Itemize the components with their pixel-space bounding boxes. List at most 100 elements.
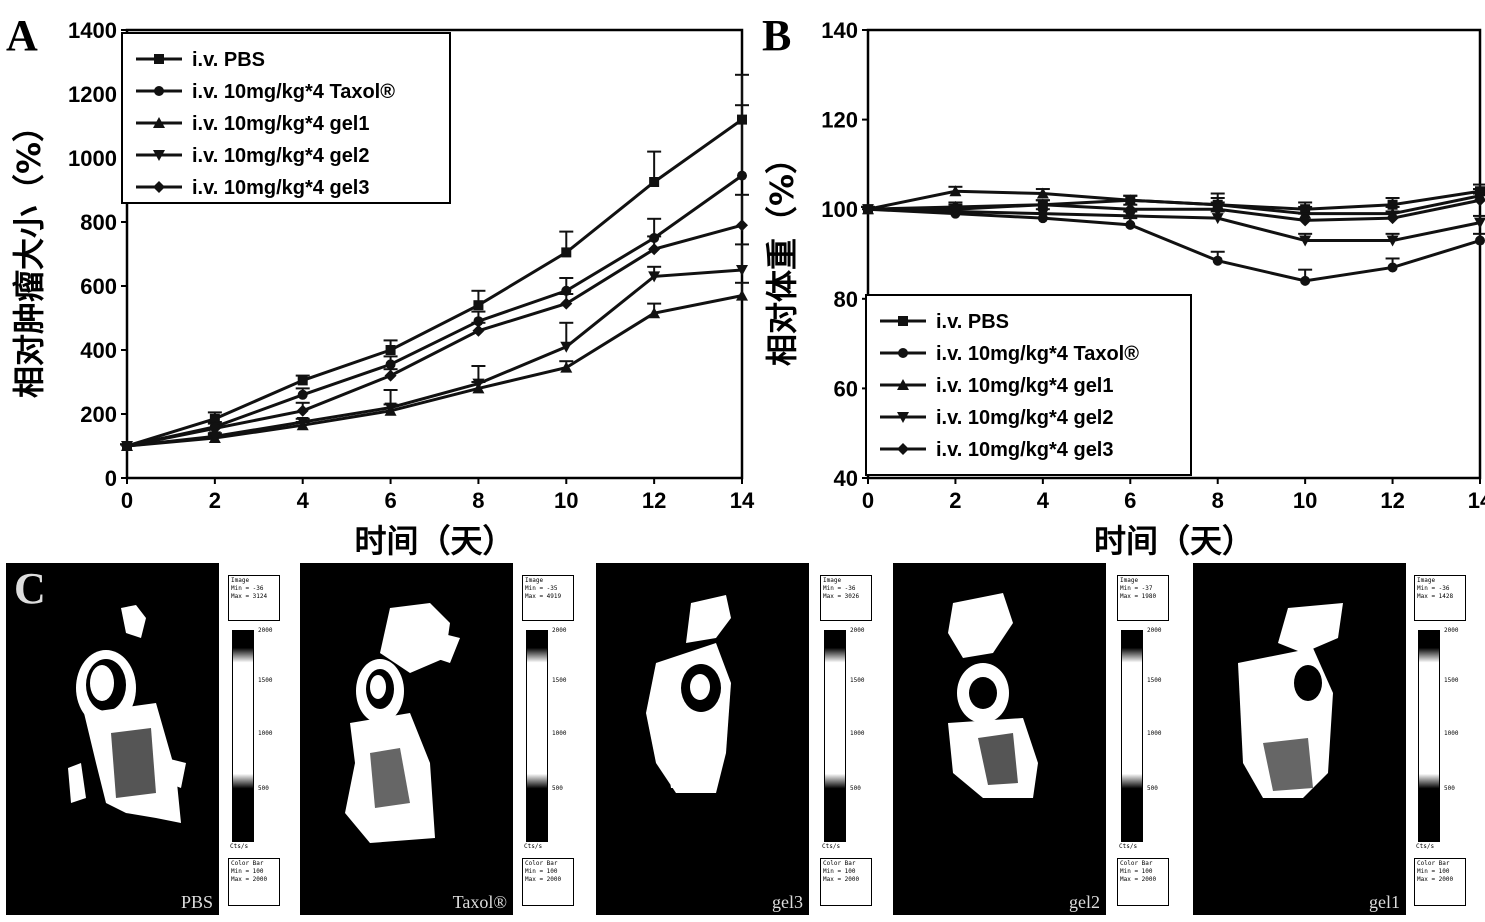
y-tick-label: 60 bbox=[834, 376, 858, 401]
x-tick-label: 2 bbox=[949, 488, 961, 513]
data-point bbox=[1124, 194, 1137, 206]
y-tick-label: 120 bbox=[821, 108, 858, 133]
data-point bbox=[736, 289, 748, 301]
data-point bbox=[561, 247, 572, 258]
data-point bbox=[1036, 198, 1049, 211]
data-point bbox=[1125, 219, 1136, 230]
image-label: gel2 bbox=[1069, 892, 1100, 912]
x-tick-label: 12 bbox=[642, 488, 666, 513]
legend-marker bbox=[153, 181, 165, 193]
mouse-image bbox=[1238, 603, 1343, 798]
mouse-image bbox=[345, 603, 460, 843]
series-line bbox=[867, 207, 1481, 283]
data-point bbox=[1299, 214, 1312, 227]
data-point bbox=[121, 440, 133, 452]
legend: i.v. PBS i.v. 10mg/kg*4 Taxol® i.v. 10mg/k… bbox=[121, 32, 451, 204]
x-tick-label: 0 bbox=[121, 488, 133, 513]
color-bar-info-box: Color Bar Min = 100 Max = 2000 bbox=[1117, 858, 1169, 906]
data-point bbox=[737, 170, 747, 181]
data-point bbox=[385, 345, 396, 355]
data-point bbox=[384, 369, 397, 382]
legend-marker bbox=[153, 117, 165, 128]
series-line bbox=[867, 207, 1481, 243]
line-charts: A B 0 2 4 6 8 10 12 140200400600800100012001400… bbox=[6, 11, 1485, 560]
legend-label: i.v. 10mg/kg*4 gel2 bbox=[936, 407, 1114, 429]
data-point bbox=[1299, 235, 1312, 247]
data-point bbox=[736, 219, 748, 232]
series-line bbox=[867, 198, 1481, 222]
data-point bbox=[473, 300, 484, 311]
x-tick-label: 10 bbox=[554, 488, 578, 513]
data-point bbox=[384, 402, 397, 414]
legend-marker bbox=[154, 54, 164, 64]
y-tick-label: 400 bbox=[80, 338, 117, 363]
series-diamond bbox=[120, 193, 749, 452]
image-info-box: Image Min = -36 Max = 3026 bbox=[820, 575, 872, 621]
data-point bbox=[1124, 203, 1137, 216]
color-gradient bbox=[1418, 630, 1440, 842]
y-tick-label: 1200 bbox=[68, 82, 117, 107]
image-panel-gel3: gel3 bbox=[596, 563, 809, 915]
image-info-box: Image Min = -35 Max = 4919 bbox=[522, 575, 574, 621]
data-point bbox=[1036, 187, 1049, 199]
image-panel-pbs: C PBS bbox=[6, 563, 219, 915]
legend-label: i.v. PBS bbox=[192, 49, 265, 71]
x-tick-label: 6 bbox=[1124, 488, 1136, 513]
series-square bbox=[120, 73, 749, 451]
image-info-box: Image Min = -37 Max = 1980 bbox=[1117, 575, 1169, 621]
y-tick-label: 200 bbox=[80, 402, 117, 427]
y-tick-label: 1000 bbox=[68, 146, 117, 171]
series-line bbox=[126, 174, 743, 448]
x-axis-label: 时间（天） bbox=[1094, 522, 1254, 560]
color-bar-info-box: Color Bar Min = 100 Max = 2000 bbox=[228, 858, 280, 906]
color-bar-pbs: Image Min = -36 Max = 3124 2000 1500 1000 … bbox=[228, 575, 294, 907]
x-tick-label: 8 bbox=[472, 488, 484, 513]
data-point bbox=[472, 324, 485, 337]
legend-marker bbox=[897, 443, 909, 455]
y-tick-label: 80 bbox=[834, 287, 858, 312]
x-tick-label: 14 bbox=[730, 488, 755, 513]
color-bar-gel1: Image Min = -36 Max = 1428 2000 1500 1000 … bbox=[1414, 575, 1480, 907]
mouse-image bbox=[68, 605, 186, 823]
legend-label: i.v. 10mg/kg*4 gel1 bbox=[936, 375, 1114, 397]
y-tick-label: 0 bbox=[105, 466, 117, 491]
data-point bbox=[1474, 194, 1485, 207]
plot-frame bbox=[866, 28, 1482, 480]
y-tick-label: 140 bbox=[821, 18, 858, 43]
data-point bbox=[209, 413, 220, 424]
data-point bbox=[208, 422, 221, 435]
legend-marker bbox=[897, 379, 909, 390]
color-gradient bbox=[824, 630, 846, 842]
image-panel-gel2: gel2 bbox=[893, 563, 1106, 915]
series-line bbox=[126, 223, 743, 448]
data-point bbox=[1300, 275, 1311, 286]
series-line bbox=[126, 118, 743, 448]
legend: i.v. PBS i.v. 10mg/kg*4 Taxol® i.v. 10mg/k… bbox=[865, 294, 1192, 476]
color-gradient bbox=[526, 630, 548, 842]
color-bar-info-box: Color Bar Min = 100 Max = 2000 bbox=[1414, 858, 1466, 906]
legend-marker bbox=[154, 86, 164, 96]
panel-letter-b: B bbox=[762, 11, 791, 60]
data-point bbox=[560, 341, 573, 353]
mouse-image bbox=[948, 593, 1038, 798]
legend-label: i.v. 10mg/kg*4 gel3 bbox=[936, 439, 1114, 461]
data-point bbox=[1212, 255, 1223, 266]
image-panel-gel1: gel1 bbox=[1193, 563, 1406, 915]
data-point bbox=[1036, 208, 1049, 220]
y-tick-label: 40 bbox=[834, 466, 858, 491]
color-bar-taxol: Image Min = -35 Max = 4919 2000 1500 1000 … bbox=[522, 575, 588, 907]
legend-marker bbox=[898, 348, 908, 358]
data-point bbox=[472, 378, 485, 390]
y-tick-label: 800 bbox=[80, 210, 117, 235]
panel-letter-a: A bbox=[6, 11, 38, 60]
series-line bbox=[867, 189, 1481, 216]
legend-box bbox=[121, 32, 451, 204]
series-line bbox=[126, 294, 743, 448]
panel-letter-c: C bbox=[14, 564, 46, 613]
data-point bbox=[1386, 235, 1399, 247]
data-point bbox=[208, 431, 221, 443]
image-panel-taxol: Taxol® bbox=[300, 563, 513, 915]
data-point bbox=[1211, 203, 1224, 216]
data-point bbox=[949, 200, 962, 213]
data-point bbox=[1475, 235, 1485, 246]
